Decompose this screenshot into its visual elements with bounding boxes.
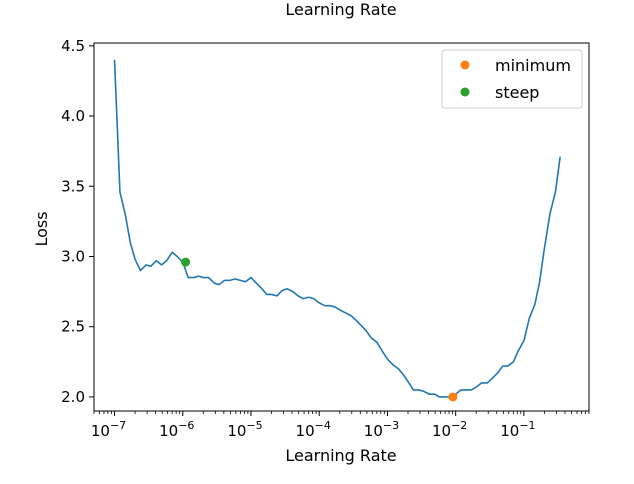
y-tick-label: 2.5 [61,318,85,336]
series-layer [113,59,561,398]
minimum-point [448,392,458,402]
y-tick-label: 2.0 [61,388,85,406]
x-tick-label: 10−5 [227,419,262,440]
y-tick-label: 3.0 [61,247,85,265]
y-tick-label: 3.5 [61,177,85,195]
loss-series-line-0 [113,59,561,398]
legend-marker-steep [460,87,470,97]
x-tick-label: 10−6 [159,419,194,440]
chart-title: Learning Rate [285,0,396,19]
x-tick-label: 10−7 [91,419,126,440]
legend: minimum steep [441,49,583,109]
y-axis-title: Loss [32,211,51,246]
y-axis: 2.0 2.5 3.0 3.5 4.0 4.5 [61,37,94,406]
legend-box [441,49,583,109]
y-tick-label: 4.5 [61,37,85,55]
y-tick-label: 4.0 [61,107,85,125]
plot-frame [93,42,590,412]
legend-label-minimum: minimum [495,56,571,75]
x-tick-label: 10−3 [364,419,399,440]
x-tick-label: 10−2 [432,419,467,440]
marker-layer [181,257,458,402]
x-tick-label: 10−1 [500,419,535,440]
legend-label-steep: steep [495,83,539,102]
x-axis: 10−7 10−6 10−5 10−4 10−3 10−2 10−1 [91,411,590,440]
steep-point [181,257,191,267]
legend-marker-minimum [460,60,470,70]
x-axis-title: Learning Rate [285,446,396,465]
x-tick-label: 10−4 [296,419,331,440]
